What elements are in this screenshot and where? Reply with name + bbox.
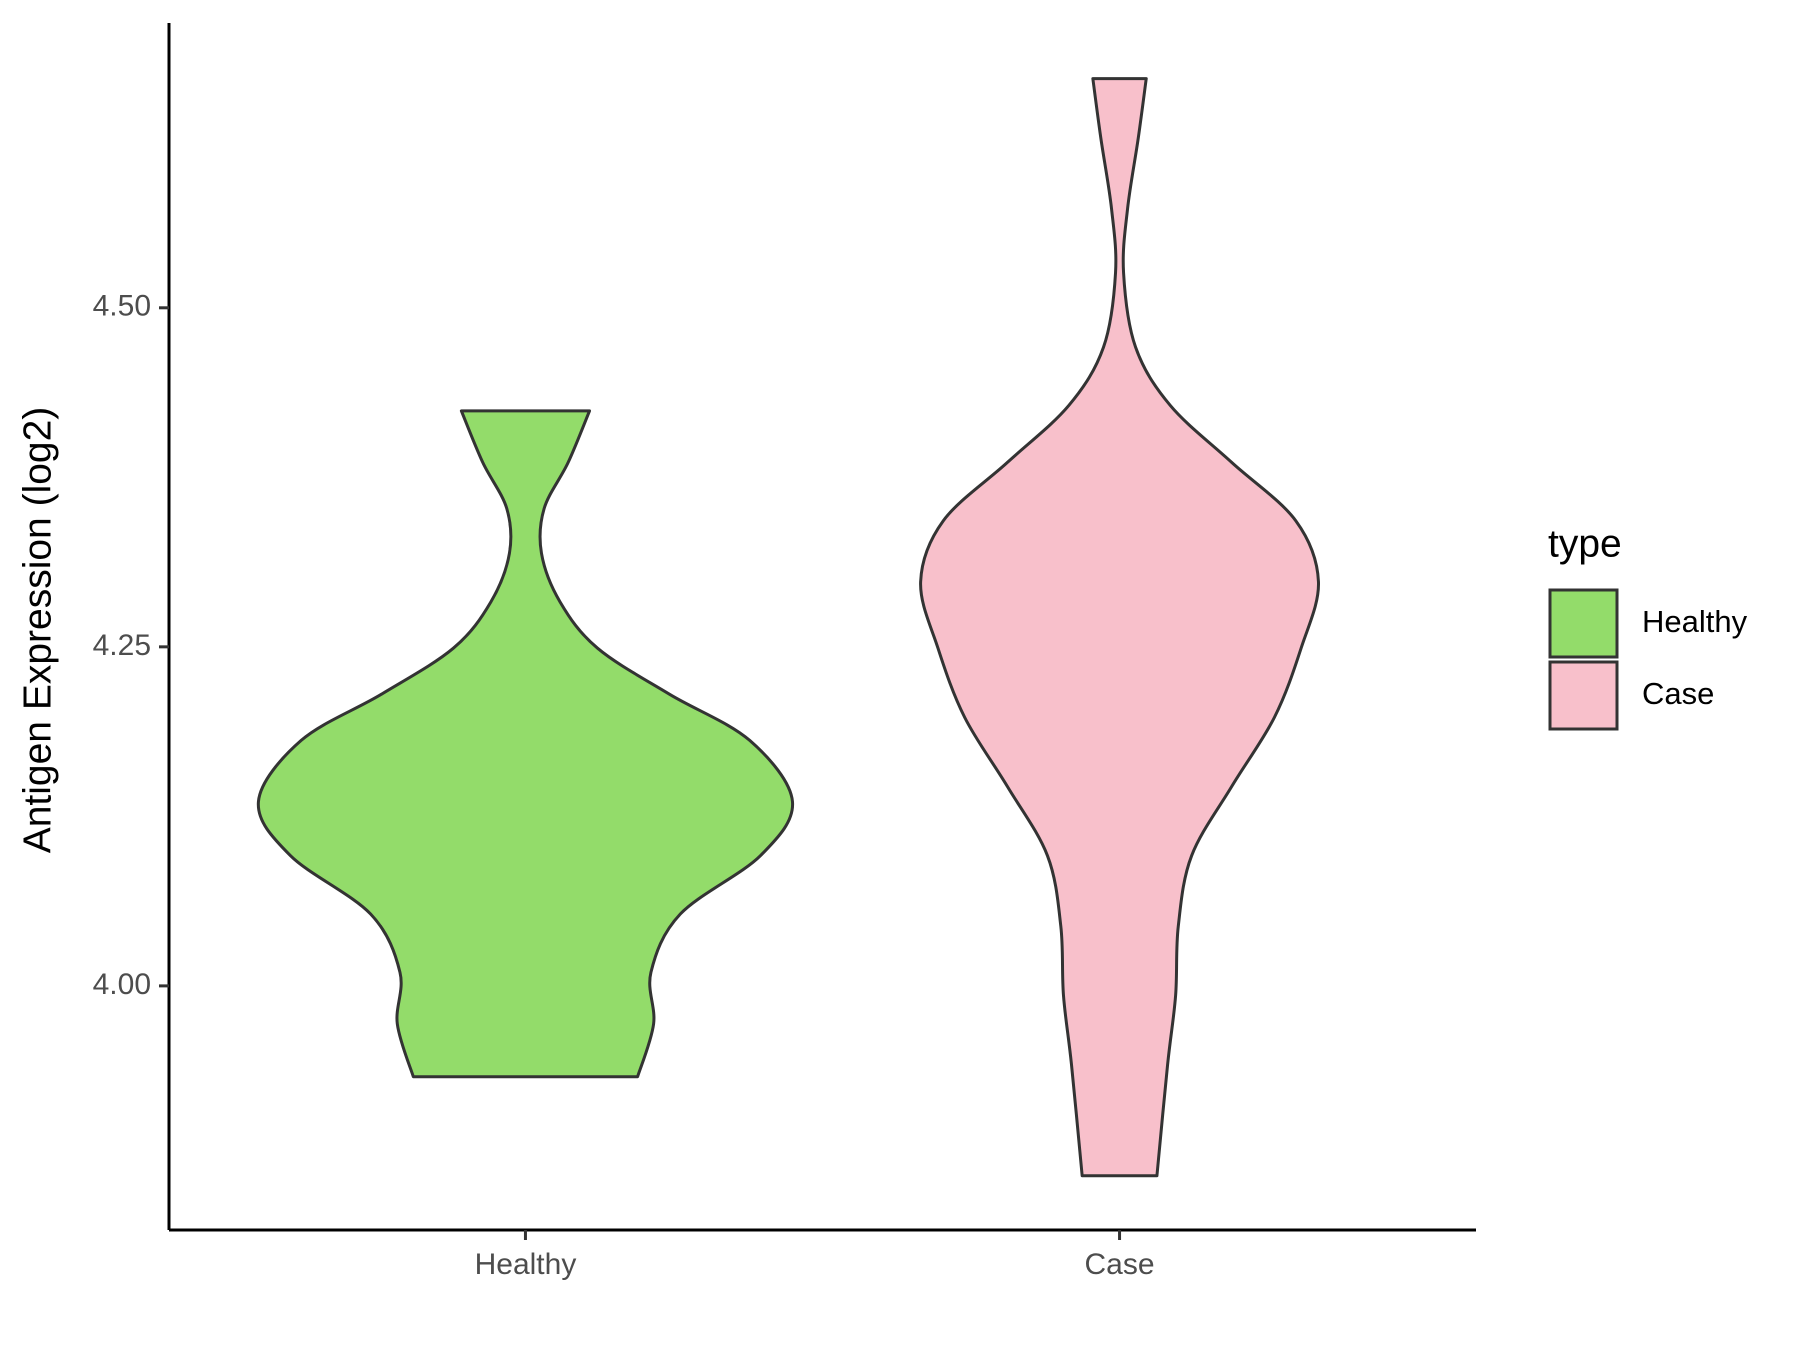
y-tick-label: 4.00 [93,968,151,1001]
legend-label: Healthy [1642,604,1748,639]
y-tick-label: 4.25 [93,629,151,662]
violin [256,409,794,1079]
legend-swatch [1548,588,1619,659]
x-tick-label: Case [1085,1248,1155,1281]
legend-title: type [1548,522,1622,565]
y-tick-label: 4.50 [93,290,151,323]
x-tick-label: Healthy [475,1248,577,1281]
violin [919,77,1320,1178]
legend-label: Case [1642,676,1714,711]
legend-swatch [1548,660,1619,731]
y-axis-label: Antigen Expression (log2) [16,407,59,854]
